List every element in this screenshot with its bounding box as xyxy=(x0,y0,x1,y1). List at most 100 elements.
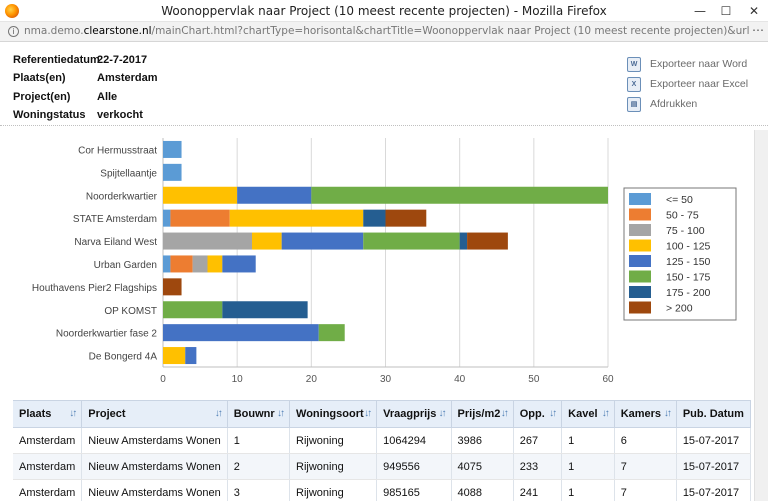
legend-swatch xyxy=(629,193,651,205)
table-cell: 15-07-2017 xyxy=(676,453,751,480)
sort-icon[interactable]: ↓↑ xyxy=(277,408,285,419)
sort-icon[interactable]: ↓↑ xyxy=(438,408,447,419)
table-cell: 2 xyxy=(227,453,291,480)
category-label: Cor Hermusstraat xyxy=(78,145,157,156)
legend-label: 175 - 200 xyxy=(666,287,711,299)
category-label: De Bongerd 4A xyxy=(89,352,158,363)
minimize-button[interactable]: — xyxy=(694,4,706,18)
column-header-bouwnr[interactable]: Bouwnr ↓↑ xyxy=(227,400,291,428)
sort-icon[interactable]: ↓↑ xyxy=(500,408,509,419)
bar-segment xyxy=(163,209,171,227)
sort-icon[interactable]: ↓↑ xyxy=(364,408,372,419)
bar-segment xyxy=(163,301,223,319)
sort-icon[interactable]: ↓↑ xyxy=(663,408,672,419)
bar-segment xyxy=(222,301,308,319)
table-row[interactable]: Amsterdam Nieuw Amsterdams Wonen 3 Rijwonin… xyxy=(13,479,751,501)
x-tick-label: 60 xyxy=(602,374,614,385)
bar-segment xyxy=(385,209,427,227)
export-word-label: Exporteer naar Word xyxy=(650,58,748,70)
bar-segment xyxy=(311,186,608,204)
table-cell: Amsterdam xyxy=(13,479,83,501)
print-button[interactable]: ▤ Afdrukken xyxy=(627,94,748,114)
x-tick-label: 20 xyxy=(306,374,318,385)
table-cell: Rijwoning xyxy=(289,427,378,454)
column-header-prijs-m2[interactable]: Prijs/m2 ↓↑ xyxy=(451,400,514,428)
bar-segment xyxy=(163,278,182,296)
table-row[interactable]: Amsterdam Nieuw Amsterdams Wonen 2 Rijwonin… xyxy=(13,453,751,480)
x-tick-label: 50 xyxy=(528,374,540,385)
info-row: Plaats(en) Amsterdam xyxy=(13,72,158,90)
bar-segment xyxy=(363,232,460,250)
column-header-plaats[interactable]: Plaats ↓↑ xyxy=(13,400,83,428)
sort-icon[interactable]: ↓↑ xyxy=(549,408,557,419)
bar-segment xyxy=(459,232,468,250)
table-cell: 1 xyxy=(561,453,615,480)
bar-segment xyxy=(192,255,208,273)
section-divider xyxy=(0,125,768,126)
table-cell: 1 xyxy=(561,479,615,501)
page-actions-icon[interactable]: ⋯ xyxy=(752,23,764,37)
info-label: Plaats(en) xyxy=(13,72,66,85)
table-cell: Amsterdam xyxy=(13,453,83,480)
close-button[interactable]: ✕ xyxy=(748,4,760,18)
bar-segment xyxy=(363,209,386,227)
table-cell: Nieuw Amsterdams Wonen xyxy=(81,453,228,480)
bar-segment xyxy=(163,232,252,250)
category-label: Spijtellaantje xyxy=(100,168,157,179)
site-info-icon[interactable]: i xyxy=(8,26,19,37)
export-word-button[interactable]: W Exporteer naar Word xyxy=(627,54,748,74)
column-header-pub-datum[interactable]: Pub. Datum xyxy=(676,400,751,428)
column-header-kavel[interactable]: Kavel ↓↑ xyxy=(561,400,615,428)
title-bar: Woonoppervlak naar Project (10 meest rec… xyxy=(0,0,768,22)
bar-segment xyxy=(163,255,171,273)
legend-label: <= 50 xyxy=(666,194,693,206)
report-info: Referentiedatum22-7-2017 Plaats(en) Amste… xyxy=(13,54,158,127)
table-cell: 949556 xyxy=(376,453,452,480)
bar-segment xyxy=(229,209,364,227)
url-text[interactable]: nma.demo.clearstone.nl/mainChart.html?ch… xyxy=(24,25,750,37)
column-header-kamers[interactable]: Kamers ↓↑ xyxy=(614,400,677,428)
category-label: Noorderkwartier fase 2 xyxy=(56,329,158,340)
bar-segment xyxy=(185,347,197,365)
bar-segment xyxy=(170,209,230,227)
x-tick-label: 40 xyxy=(454,374,466,385)
info-row: Project(en) Alle xyxy=(13,91,158,109)
data-table: Plaats ↓↑ Project ↓↑ Bouwnr ↓↑ Woningsoort ↓… xyxy=(13,400,751,501)
sort-icon[interactable]: ↓↑ xyxy=(69,408,77,419)
legend-swatch xyxy=(629,286,651,298)
sort-icon[interactable]: ↓↑ xyxy=(601,408,610,419)
sort-icon[interactable]: ↓↑ xyxy=(214,408,223,419)
table-cell: 233 xyxy=(513,453,563,480)
vertical-scrollbar[interactable] xyxy=(754,130,768,501)
info-value: 22-7-2017 xyxy=(97,54,148,66)
column-header-opp[interactable]: Opp. ↓↑ xyxy=(513,400,563,428)
export-actions: W Exporteer naar Word X Exporteer naar Exc… xyxy=(627,54,748,114)
category-label: Urban Garden xyxy=(94,260,157,271)
column-header-project[interactable]: Project ↓↑ xyxy=(81,400,228,428)
info-label: Woningstatus xyxy=(13,108,86,121)
table-cell: Amsterdam xyxy=(13,427,83,454)
legend-label: > 200 xyxy=(666,303,693,315)
url-bar[interactable]: i nma.demo.clearstone.nl/mainChart.html?… xyxy=(0,22,768,42)
legend-swatch xyxy=(629,301,651,314)
bar-segment xyxy=(237,186,312,204)
bar-segment xyxy=(467,232,508,250)
table-row[interactable]: Amsterdam Nieuw Amsterdams Wonen 1 Rijwonin… xyxy=(13,427,751,454)
legend-swatch xyxy=(629,208,651,221)
word-icon: W xyxy=(627,56,641,72)
export-excel-button[interactable]: X Exporteer naar Excel xyxy=(627,74,748,94)
table-cell: 3986 xyxy=(451,427,514,454)
column-header-vraagprijs[interactable]: Vraagprijs ↓↑ xyxy=(376,400,452,428)
maximize-button[interactable]: ☐ xyxy=(720,4,732,18)
table-cell: Rijwoning xyxy=(289,479,378,501)
column-header-woningsoort[interactable]: Woningsoort ↓↑ xyxy=(289,400,378,428)
bar-segment xyxy=(281,232,364,250)
window-title: Woonoppervlak naar Project (10 meest rec… xyxy=(161,4,607,18)
bar-segment xyxy=(252,232,282,250)
table-cell: 1 xyxy=(561,427,615,454)
info-value: Amsterdam xyxy=(97,72,158,85)
firefox-icon xyxy=(5,4,19,18)
category-label: OP KOMST xyxy=(104,306,157,317)
info-value: verkocht xyxy=(97,108,143,121)
